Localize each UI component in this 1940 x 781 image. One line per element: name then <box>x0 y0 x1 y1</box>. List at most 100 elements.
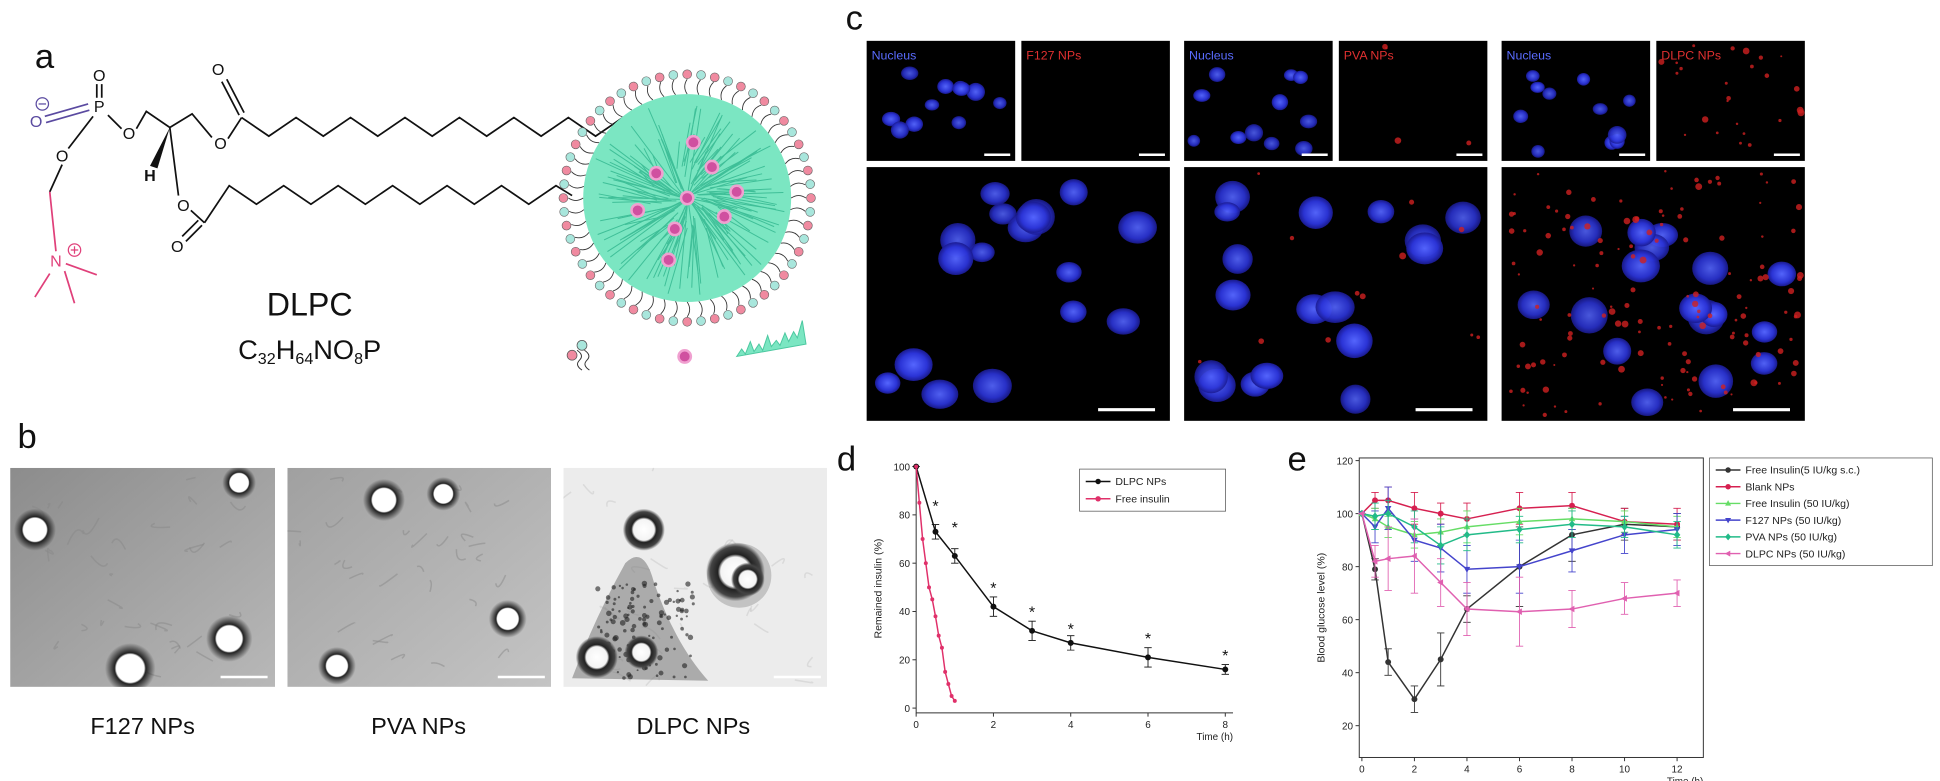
x-tick-label: 0 <box>913 720 919 731</box>
tem-speck <box>642 621 647 626</box>
tem-speck <box>658 610 665 616</box>
np-signal <box>1599 251 1604 256</box>
y-tick-label: 20 <box>899 656 911 667</box>
tem-speck <box>680 607 685 612</box>
np-signal <box>1536 249 1543 256</box>
nucleus-cell <box>993 96 1007 110</box>
np-signal <box>1660 383 1664 387</box>
np-signal <box>1591 287 1595 290</box>
tem-texture <box>372 633 393 646</box>
np-signal <box>1730 393 1733 396</box>
tem-texture <box>184 543 204 553</box>
atom: O <box>171 238 184 256</box>
np-signal <box>1750 64 1754 69</box>
nucleus-cell <box>1592 103 1608 115</box>
confocal-large <box>866 167 1170 421</box>
lipid-tail <box>602 113 614 125</box>
np-signal <box>1617 247 1620 251</box>
lipid-tail <box>751 104 762 117</box>
charge <box>67 243 82 257</box>
plot-frame <box>1358 457 1704 758</box>
np-signal <box>1739 141 1742 145</box>
nanoparticle <box>488 599 527 638</box>
tem-speck <box>627 604 633 610</box>
polymer-strand <box>664 205 688 287</box>
series-line <box>1361 513 1678 613</box>
polymer-strand <box>679 201 689 289</box>
lipid-tail <box>571 220 587 226</box>
atom: O <box>212 61 225 79</box>
lipid-head <box>559 207 569 217</box>
nucleus-cell <box>1445 201 1481 234</box>
np-signal <box>1750 379 1758 387</box>
nanoparticle <box>622 508 665 551</box>
lipid-head <box>565 152 576 162</box>
significance-mark: * <box>1222 647 1228 665</box>
np-signal <box>1553 363 1556 366</box>
channel-label: F127 NPs <box>1026 48 1081 62</box>
lipid-tail <box>686 301 691 318</box>
tem-texture <box>66 529 85 546</box>
np-signal <box>1535 304 1540 309</box>
np-signal <box>1701 116 1709 123</box>
np-signal <box>1621 320 1629 328</box>
tem-texture <box>806 656 814 668</box>
nucleus-cell <box>1060 300 1087 323</box>
polymer-strand <box>690 201 729 261</box>
lipid-head <box>594 280 605 291</box>
np-signal <box>1470 333 1474 337</box>
tem-speck <box>631 587 636 592</box>
y-tick-label: 0 <box>904 704 910 715</box>
np-signal <box>1664 170 1667 173</box>
marker <box>1385 659 1392 666</box>
nucleus-cell <box>1607 126 1627 144</box>
marker <box>1371 512 1379 521</box>
polymer-strand <box>695 128 722 163</box>
nucleus-cell <box>1106 308 1140 335</box>
nucleus-cell <box>1531 144 1545 158</box>
y-tick-label: 60 <box>899 559 911 570</box>
polymer-strand <box>701 204 757 250</box>
confocal-small <box>1656 40 1805 161</box>
np-signal <box>1565 213 1571 220</box>
polymer-strand <box>701 165 765 189</box>
marker <box>927 585 932 590</box>
nucleus-cell <box>1215 279 1251 311</box>
marker <box>1371 558 1378 565</box>
tem-texture <box>416 565 425 573</box>
lipid-head <box>576 340 588 351</box>
np-signal <box>1517 273 1521 276</box>
nucleus-cell <box>951 116 967 130</box>
tem-speck <box>618 610 621 613</box>
marker <box>923 561 928 566</box>
tem-texture <box>771 558 785 567</box>
marker <box>1437 541 1444 550</box>
np-signal <box>1508 228 1515 234</box>
np-signal <box>1567 313 1572 317</box>
y-tick-label: 80 <box>1342 562 1354 573</box>
np-signal <box>1630 287 1636 293</box>
nucleus-cell <box>1569 215 1603 247</box>
polymer-strand <box>599 196 662 204</box>
tem-speck <box>663 613 667 616</box>
tem-texture <box>228 611 242 618</box>
np-signal <box>1675 61 1678 65</box>
tem-texture <box>430 662 445 668</box>
lipid-tail <box>576 349 590 371</box>
polymer-icon <box>735 320 807 358</box>
lipid-tail <box>612 279 623 292</box>
tem-speck <box>663 599 670 605</box>
atom: O <box>177 197 190 215</box>
lipid-tail <box>571 171 586 177</box>
nucleus-cell <box>1293 70 1308 85</box>
lipid-tail <box>708 81 714 97</box>
x-axis-label: Time (h) <box>1197 732 1233 743</box>
atom: O <box>123 125 136 143</box>
tem-speck <box>676 589 679 593</box>
np-signal <box>1566 189 1572 195</box>
np-signal <box>1747 143 1752 147</box>
np-signal <box>1520 387 1526 393</box>
lipid-head <box>793 246 804 257</box>
lipid-tail <box>586 134 600 144</box>
confocal-small <box>866 40 1016 161</box>
